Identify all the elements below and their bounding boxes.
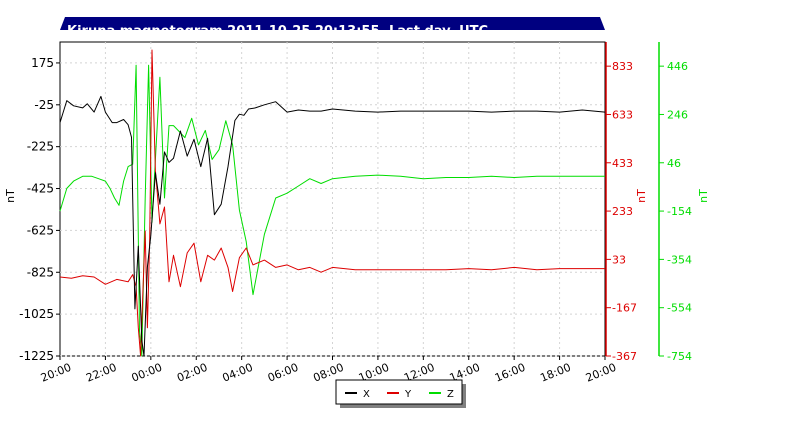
chart-title: Kiruna magnetogram 2011-10-25 20:13:55, …: [67, 24, 488, 39]
y-tick-label-z: 446: [667, 60, 688, 73]
y-tick-label-x: -425: [27, 182, 54, 196]
x-tick-label: 02:00: [175, 361, 209, 385]
y-tick-label-z: -154: [667, 205, 692, 218]
series-line-z: [59, 64, 605, 357]
y-tick-label-x: 175: [31, 56, 54, 70]
y-tick-label-z: -354: [667, 253, 692, 266]
y-tick-label-y: 233: [612, 205, 633, 218]
y-axis-label-x: nT: [4, 189, 17, 203]
y-axis-label-z: nT: [697, 189, 710, 203]
y-tick-label-x: -825: [27, 265, 54, 279]
y-axis-x: 175 -25 -225 -425 -625 -825 -1025 -1225: [19, 56, 60, 363]
title-bar: [60, 17, 605, 30]
y-tick-label-x: -225: [27, 140, 54, 154]
y-axis-label-y: nT: [635, 189, 648, 203]
y-tick-label-z: -554: [667, 302, 692, 315]
legend-label-y: Y: [404, 389, 412, 400]
y-tick-label-z: -754: [667, 350, 692, 363]
y-tick-label-x: -1225: [19, 349, 54, 363]
x-tick-label: 06:00: [266, 361, 300, 385]
y-tick-label-x: -625: [27, 223, 54, 237]
x-tick-label: 20:00: [39, 361, 73, 385]
x-tick-label: 20:00: [584, 361, 618, 385]
y-tick-label-y: 833: [612, 60, 633, 73]
x-tick-label: 16:00: [493, 361, 527, 385]
x-tick-label: 04:00: [221, 361, 255, 385]
y-tick-label-y: 633: [612, 108, 633, 121]
y-tick-label-x: -1025: [19, 307, 54, 321]
y-tick-label-y: 33: [612, 253, 626, 266]
legend-label-x: X: [363, 389, 370, 400]
y-tick-label-z: 246: [667, 108, 688, 121]
y-tick-label-y: -367: [612, 350, 637, 363]
legend: X Y Z: [335, 379, 466, 408]
series-layer: [59, 49, 606, 357]
x-axis: 20:00 22:00 00:00 02:00 04:00 06:00 08:00 10:00…: [39, 356, 618, 385]
y-tick-label-x: -25: [34, 98, 54, 112]
x-tick-label: 18:00: [538, 361, 572, 385]
y-tick-label-z: 46: [667, 157, 681, 170]
legend-label-z: Z: [447, 389, 454, 400]
y-tick-label-y: -167: [612, 302, 637, 315]
y-axis-y: 833 633 433 233 33 -167 -367: [605, 42, 637, 363]
y-axis-z: 446 246 46 -154 -354 -554 -754: [658, 42, 692, 363]
series-line-y: [59, 49, 605, 357]
y-tick-label-y: 433: [612, 157, 633, 170]
x-tick-label: 22:00: [84, 361, 118, 385]
x-tick-label: 00:00: [130, 361, 164, 385]
series-line-x: [59, 95, 606, 357]
